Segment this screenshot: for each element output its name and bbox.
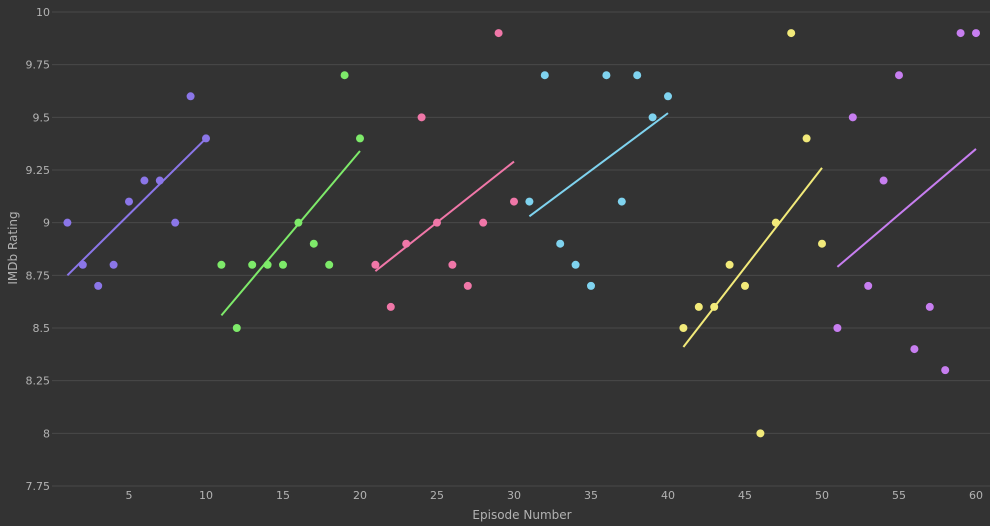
data-point — [741, 281, 749, 290]
data-point — [356, 134, 364, 143]
data-point — [263, 260, 272, 269]
x-tick-label: 15 — [276, 489, 290, 502]
data-point — [910, 345, 919, 354]
data-point — [94, 281, 103, 290]
data-point — [633, 71, 642, 80]
data-point — [494, 29, 503, 38]
data-point — [155, 176, 164, 185]
data-point — [140, 176, 149, 185]
data-points — [63, 29, 980, 438]
data-point — [248, 260, 257, 269]
data-point — [202, 134, 210, 143]
x-tick-label: 5 — [126, 489, 133, 502]
data-point — [833, 324, 842, 332]
trend-line-6 — [836, 148, 977, 268]
data-point — [848, 113, 857, 122]
x-tick-label: 35 — [584, 489, 598, 502]
data-point — [279, 260, 287, 269]
data-point — [941, 366, 950, 375]
data-point — [972, 29, 980, 38]
data-point — [771, 218, 780, 227]
data-point — [802, 134, 811, 143]
data-point — [325, 260, 334, 269]
y-tick-label: 9.5 — [33, 111, 51, 124]
data-point — [448, 260, 457, 269]
data-point — [864, 281, 873, 290]
y-tick-label: 10 — [36, 6, 50, 19]
data-point — [617, 197, 626, 206]
data-point — [679, 324, 688, 332]
data-point — [510, 197, 518, 206]
y-axis-title: IMDb Rating — [6, 211, 20, 284]
y-tick-label: 8.5 — [33, 322, 51, 335]
y-tick-label: 9 — [43, 217, 50, 230]
data-point — [879, 176, 888, 185]
data-point — [479, 218, 488, 227]
x-tick-label: 10 — [199, 489, 213, 502]
data-point — [587, 281, 595, 290]
data-point — [694, 302, 703, 311]
y-tick-label: 9.75 — [26, 59, 51, 72]
data-point — [956, 29, 965, 38]
y-tick-label: 8.25 — [26, 375, 51, 388]
data-point — [895, 71, 903, 80]
data-point — [664, 92, 672, 101]
grid-lines — [52, 11, 990, 487]
data-point — [725, 260, 734, 269]
data-point — [710, 302, 719, 311]
data-point — [417, 113, 426, 122]
y-tick-label: 7.75 — [26, 480, 51, 493]
trend-line-2 — [220, 150, 361, 317]
data-point — [386, 302, 395, 311]
data-point — [294, 218, 303, 227]
y-axis-ticks: 7.75 8 8.25 8.5 8.75 9 9.25 9.5 9.75 10 — [26, 6, 51, 493]
trend-line-5 — [682, 167, 823, 348]
data-point — [217, 260, 226, 269]
data-point — [171, 218, 180, 227]
x-tick-label: 55 — [892, 489, 906, 502]
data-point — [125, 197, 133, 206]
trend-lines — [66, 112, 977, 348]
data-point — [109, 260, 118, 269]
y-tick-label: 9.25 — [26, 164, 51, 177]
trend-line-3 — [374, 160, 515, 272]
data-point — [371, 260, 380, 269]
trend-line-1 — [66, 137, 207, 277]
data-point — [602, 71, 611, 80]
data-point — [756, 429, 765, 438]
data-point — [340, 71, 349, 80]
x-tick-label: 20 — [353, 489, 367, 502]
data-point — [818, 239, 826, 248]
data-point — [463, 281, 472, 290]
data-point — [525, 197, 534, 206]
y-tick-label: 8.75 — [26, 269, 51, 282]
data-point — [78, 260, 87, 269]
x-tick-label: 40 — [661, 489, 675, 502]
data-point — [402, 239, 411, 248]
data-point — [556, 239, 565, 248]
data-point — [186, 92, 195, 101]
x-axis-ticks: 5 10 15 20 25 30 35 40 45 50 55 60 — [126, 489, 984, 502]
data-point — [232, 324, 241, 332]
x-tick-label: 30 — [507, 489, 521, 502]
x-tick-label: 60 — [969, 489, 983, 502]
x-tick-label: 25 — [430, 489, 444, 502]
x-tick-label: 45 — [738, 489, 752, 502]
y-tick-label: 8 — [43, 427, 50, 440]
data-point — [63, 218, 72, 227]
data-point — [433, 218, 441, 227]
data-point — [540, 71, 549, 80]
data-point — [787, 29, 796, 38]
x-tick-label: 50 — [815, 489, 829, 502]
data-point — [648, 113, 657, 122]
data-point — [571, 260, 580, 269]
trend-line-4 — [528, 112, 669, 218]
data-point — [309, 239, 318, 248]
x-axis-title: Episode Number — [472, 508, 571, 522]
data-point — [925, 302, 934, 311]
